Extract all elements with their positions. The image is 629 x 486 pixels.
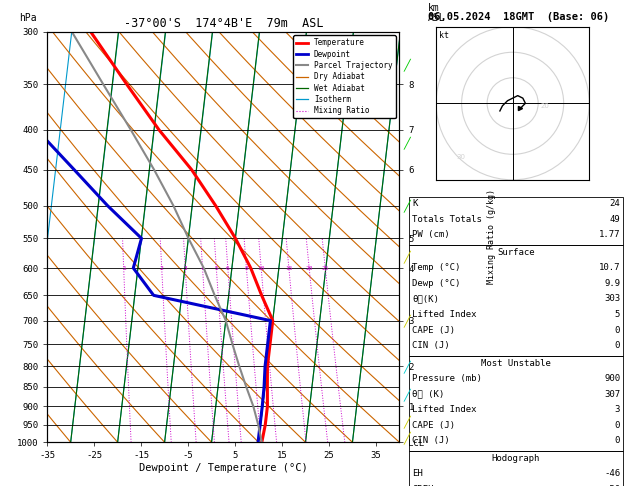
Text: 3: 3 [184, 265, 187, 271]
Text: ╱: ╱ [404, 415, 411, 428]
Text: θᴄ(K): θᴄ(K) [412, 295, 439, 303]
Text: CIN (J): CIN (J) [412, 436, 450, 445]
Text: 9.9: 9.9 [604, 279, 620, 288]
Text: 8: 8 [245, 265, 248, 271]
Text: PW (cm): PW (cm) [412, 230, 450, 239]
Text: Mixing Ratio (g/kg): Mixing Ratio (g/kg) [487, 190, 496, 284]
Title: -37°00'S  174°4B'E  79m  ASL: -37°00'S 174°4B'E 79m ASL [123, 17, 323, 31]
Text: km
ASL: km ASL [428, 2, 445, 23]
Text: CAPE (J): CAPE (J) [412, 421, 455, 430]
Text: Hodograph: Hodograph [492, 454, 540, 463]
Text: Temp (°C): Temp (°C) [412, 263, 460, 272]
Text: ╱: ╱ [404, 314, 411, 327]
Text: 303: 303 [604, 295, 620, 303]
Text: 307: 307 [604, 390, 620, 399]
Text: ╱: ╱ [404, 58, 411, 70]
Text: CIN (J): CIN (J) [412, 341, 450, 350]
Text: 900: 900 [604, 374, 620, 383]
Text: 1.77: 1.77 [599, 230, 620, 239]
Text: 0: 0 [615, 421, 620, 430]
Text: 0: 0 [615, 341, 620, 350]
Text: θᴄ (K): θᴄ (K) [412, 390, 444, 399]
Text: ╱: ╱ [404, 250, 411, 263]
Text: 5: 5 [214, 265, 218, 271]
Text: ╱: ╱ [404, 136, 411, 149]
Text: 1: 1 [122, 265, 126, 271]
Text: 0: 0 [615, 436, 620, 445]
Text: ╱: ╱ [404, 388, 411, 401]
Text: 0: 0 [615, 326, 620, 334]
Text: Dewp (°C): Dewp (°C) [412, 279, 460, 288]
Text: 10: 10 [257, 265, 265, 271]
Text: EH: EH [412, 469, 423, 478]
Text: 24: 24 [610, 199, 620, 208]
Text: Lifted Index: Lifted Index [412, 405, 477, 414]
Text: 3: 3 [615, 405, 620, 414]
Text: K: K [412, 199, 418, 208]
Text: Most Unstable: Most Unstable [481, 359, 551, 367]
Text: -46: -46 [604, 469, 620, 478]
Text: 2: 2 [160, 265, 164, 271]
Legend: Temperature, Dewpoint, Parcel Trajectory, Dry Adiabat, Wet Adiabat, Isotherm, Mi: Temperature, Dewpoint, Parcel Trajectory… [293, 35, 396, 118]
Text: SREH: SREH [412, 485, 433, 486]
Text: 4: 4 [201, 265, 204, 271]
Text: 20: 20 [541, 104, 550, 109]
Text: kt: kt [439, 31, 449, 40]
Text: Pressure (mb): Pressure (mb) [412, 374, 482, 383]
Text: ╱: ╱ [404, 199, 411, 212]
Text: 06.05.2024  18GMT  (Base: 06): 06.05.2024 18GMT (Base: 06) [428, 12, 610, 22]
Text: Lifted Index: Lifted Index [412, 310, 477, 319]
Text: 49: 49 [610, 215, 620, 224]
Text: hPa: hPa [19, 14, 36, 23]
Text: 6: 6 [226, 265, 230, 271]
Text: 10.7: 10.7 [599, 263, 620, 272]
Text: ╱: ╱ [404, 360, 411, 373]
Text: ╱: ╱ [404, 431, 411, 444]
Text: 5: 5 [615, 310, 620, 319]
Text: -50: -50 [604, 485, 620, 486]
Text: 30: 30 [457, 155, 465, 160]
Text: 25: 25 [321, 265, 329, 271]
Text: Surface: Surface [497, 248, 535, 257]
Text: 20: 20 [306, 265, 313, 271]
X-axis label: Dewpoint / Temperature (°C): Dewpoint / Temperature (°C) [139, 463, 308, 473]
Text: Totals Totals: Totals Totals [412, 215, 482, 224]
Text: 15: 15 [285, 265, 292, 271]
Text: CAPE (J): CAPE (J) [412, 326, 455, 334]
